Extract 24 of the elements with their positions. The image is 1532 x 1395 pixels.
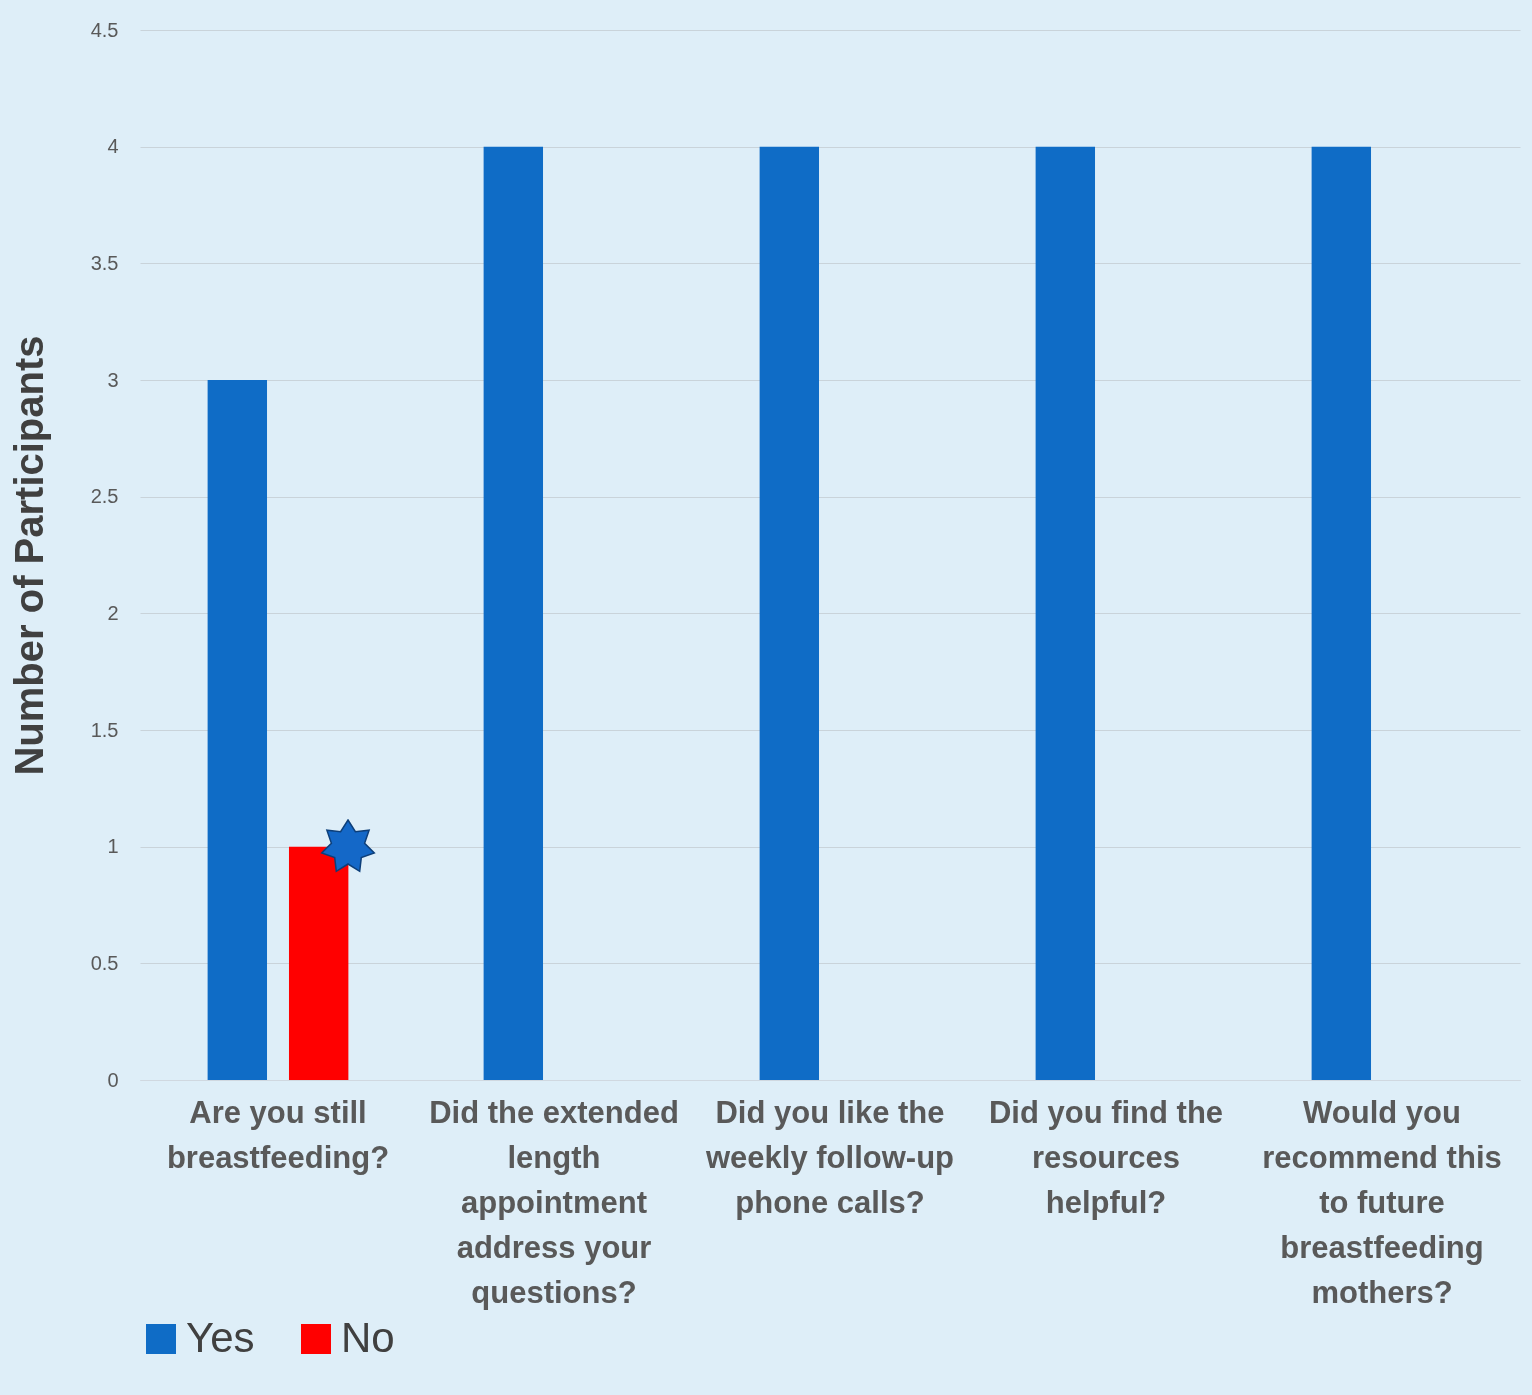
y-tick-label: 4.5 — [90, 18, 119, 41]
y-tick-label: 1 — [107, 835, 119, 858]
y-tick-label: 0.5 — [90, 951, 119, 974]
y-tick-label: 2 — [107, 601, 119, 624]
x-tick-label: Did you like the weekly follow-up phone calls? — [704, 1094, 955, 1220]
y-tick-label: 1.5 — [90, 718, 119, 741]
y-axis-title: Number of Participants — [6, 335, 51, 776]
x-tick-label: Would you recommend this to future breastfeeding mothers? — [1262, 1094, 1502, 1310]
y-tick-label: 4 — [107, 135, 119, 158]
y-tick-label: 2.5 — [90, 485, 119, 508]
x-tick-label: Did you find the resources helpful? — [988, 1094, 1224, 1220]
y-tick-label: 3.5 — [90, 251, 119, 274]
bar — [207, 380, 268, 1080]
x-tick-label: Did the extended length appointment address your questions? — [429, 1094, 679, 1310]
y-tick-label: 0 — [107, 1068, 119, 1091]
y-tick-label: 3 — [107, 368, 119, 391]
bar — [483, 146, 544, 1080]
bar — [288, 846, 349, 1080]
legend-label: Yes — [186, 1314, 255, 1361]
bar — [759, 146, 820, 1080]
x-tick-label: Are you still breastfeeding? — [166, 1094, 390, 1175]
bar — [1311, 146, 1372, 1080]
legend-label: No — [341, 1314, 395, 1361]
bar — [1035, 146, 1096, 1080]
